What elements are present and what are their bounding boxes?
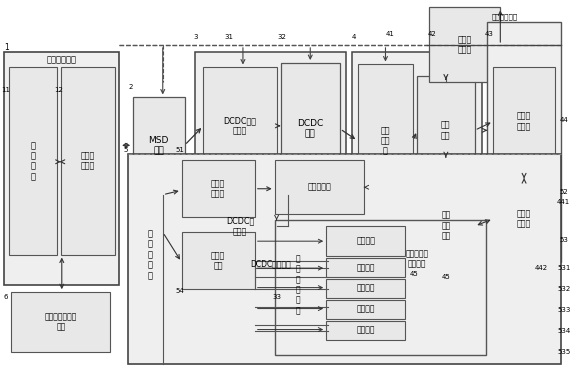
Text: 12: 12: [54, 87, 63, 93]
Bar: [417, 192, 475, 259]
Text: 43: 43: [485, 32, 494, 37]
Bar: [203, 190, 276, 262]
Bar: [275, 160, 364, 214]
Bar: [275, 220, 486, 355]
Text: 储
能
模
块: 储 能 模 块: [31, 141, 35, 181]
Text: 蓄电
池模
块: 蓄电 池模 块: [381, 126, 390, 156]
Text: 油泵模块: 油泵模块: [356, 263, 375, 272]
Text: MSD
模块: MSD 模块: [148, 137, 169, 156]
Text: 442: 442: [534, 265, 548, 271]
Text: 储能管
理模块: 储能管 理模块: [81, 151, 95, 171]
Bar: [326, 320, 405, 340]
Text: 52: 52: [559, 189, 568, 195]
Bar: [280, 63, 340, 195]
Bar: [326, 299, 405, 319]
Text: 45: 45: [410, 271, 419, 277]
Text: 44: 44: [559, 117, 568, 123]
Text: 32: 32: [277, 34, 286, 40]
Text: 除霜模块: 除霜模块: [356, 305, 375, 314]
Text: DCDC
模块: DCDC 模块: [297, 119, 323, 138]
Bar: [488, 22, 561, 262]
Text: 附
件
回
路
模
块: 附 件 回 路 模 块: [296, 254, 301, 315]
Text: 3: 3: [193, 34, 198, 40]
Text: 41: 41: [386, 32, 395, 37]
Text: 大闸
模块: 大闸 模块: [441, 121, 451, 140]
Text: 2: 2: [129, 84, 133, 90]
Text: 5: 5: [124, 147, 128, 153]
Text: 4: 4: [352, 34, 356, 40]
Text: 主接触
器模块: 主接触 器模块: [211, 179, 226, 199]
Bar: [5, 52, 119, 285]
Bar: [326, 226, 405, 256]
Text: 点火开
关模块: 点火开 关模块: [517, 112, 531, 131]
Text: 533: 533: [557, 307, 570, 313]
Bar: [352, 52, 482, 274]
Text: 远程监
控模块: 远程监 控模块: [457, 35, 472, 55]
Text: 低压配
电模块: 低压配 电模块: [517, 209, 531, 228]
Text: 非车载充电插座
模块: 非车载充电插座 模块: [45, 312, 77, 332]
Bar: [429, 7, 500, 82]
Text: 42: 42: [428, 32, 436, 37]
Bar: [9, 68, 57, 255]
Text: 储能系统模块: 储能系统模块: [47, 55, 77, 65]
Bar: [203, 68, 276, 184]
Text: 主
回
路
模
块: 主 回 路 模 块: [147, 229, 152, 280]
Text: 54: 54: [175, 288, 184, 294]
Text: DCDC预
充模块: DCDC预 充模块: [226, 217, 254, 236]
Text: 空调模块: 空调模块: [356, 284, 375, 293]
Bar: [128, 154, 561, 364]
Text: 45: 45: [441, 274, 451, 280]
Text: 441: 441: [557, 199, 570, 205]
Text: 主预充
模块: 主预充 模块: [211, 251, 226, 270]
Text: 其他模块: 其他模块: [356, 326, 375, 335]
Bar: [61, 68, 115, 255]
Text: DCDC接触
器模块: DCDC接触 器模块: [223, 116, 256, 135]
Text: 低压配电模块: 低压配电模块: [492, 13, 518, 20]
Text: 531: 531: [557, 265, 570, 271]
Bar: [182, 232, 255, 289]
Bar: [11, 292, 110, 352]
Text: 主驱动模块: 主驱动模块: [307, 183, 331, 192]
Bar: [182, 160, 255, 217]
Text: 11: 11: [1, 87, 10, 93]
Bar: [326, 279, 405, 298]
Bar: [358, 65, 413, 217]
Text: 6: 6: [3, 294, 7, 299]
Text: 低压供电及
控制模块: 低压供电及 控制模块: [405, 250, 429, 269]
Text: 534: 534: [557, 328, 570, 334]
Text: 1: 1: [4, 43, 9, 52]
Text: 535: 535: [557, 349, 570, 355]
Text: 51: 51: [175, 147, 184, 153]
Bar: [195, 52, 346, 274]
Bar: [326, 258, 405, 277]
Text: 532: 532: [557, 286, 570, 292]
Bar: [493, 181, 555, 256]
Text: 33: 33: [272, 294, 281, 299]
Bar: [493, 68, 555, 175]
Bar: [417, 76, 475, 184]
Text: 气泵模块: 气泵模块: [356, 237, 375, 246]
Text: DCDC回路模块: DCDC回路模块: [250, 259, 291, 268]
Bar: [133, 97, 184, 195]
Text: 53: 53: [559, 237, 568, 243]
Text: 整车
控制
模块: 整车 控制 模块: [441, 211, 451, 240]
Text: 31: 31: [224, 34, 234, 40]
